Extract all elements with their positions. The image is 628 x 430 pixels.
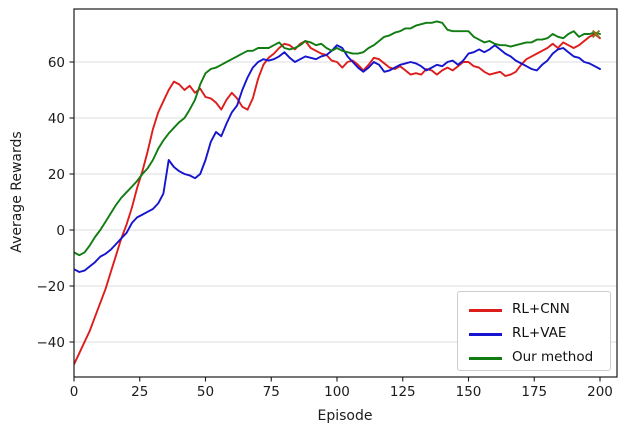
x-tick-label: 100 [324,384,350,400]
x-tick-label: 175 [521,384,547,400]
line-end-marker [591,29,601,39]
plot-border [73,8,618,378]
x-tick-label: 75 [263,384,280,400]
x-axis-label: Episode [317,408,373,424]
series-line-rl-cnn [74,33,601,366]
rl-vae-line-swatch-icon [469,332,502,336]
x-tick-label: 200 [587,384,613,400]
our-method-line-swatch-icon [469,356,502,360]
x-tick-label: 150 [456,384,482,400]
x-tick-label: 125 [390,384,416,400]
y-tick-label: 0 [56,223,65,239]
legend-item-our-method: Our method [469,346,610,370]
y-tick-label: −40 [37,335,66,351]
series-line-rl-vae [74,44,601,273]
legend-label: Our method [512,349,594,366]
legend: RL+CNN RL+VAE Our method [457,291,611,371]
legend-label: RL+CNN [512,301,570,318]
x-tick-label: 0 [70,384,79,400]
x-tick-label: 25 [131,384,148,400]
y-axis-label: Average Rewards [9,131,25,253]
legend-label: RL+VAE [512,325,567,342]
series-line-our-method [74,20,601,257]
legend-item-rl-cnn: RL+CNN [469,298,610,322]
y-tick-label: 20 [48,167,65,183]
y-tick-label: 60 [48,55,65,71]
y-tick-label: 40 [48,111,65,127]
y-tick-label: −20 [37,279,66,295]
legend-item-rl-vae: RL+VAE [469,322,610,346]
x-tick-label: 50 [197,384,214,400]
rl-cnn-line-swatch-icon [469,308,502,312]
